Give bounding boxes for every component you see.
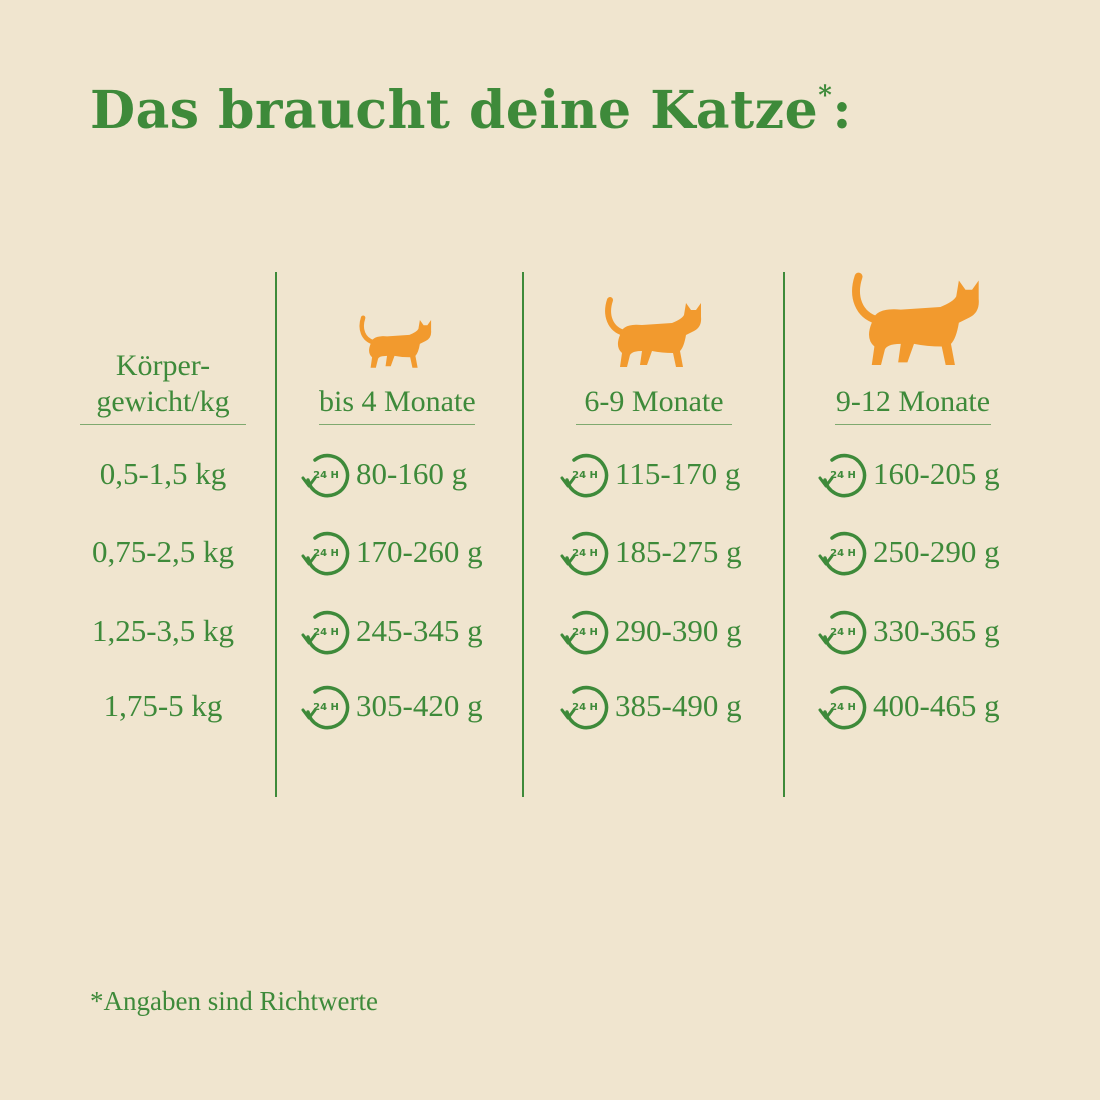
amount-cell: 115-170 g [615,456,741,491]
icon-ring [565,453,609,498]
row-header-line: Körper- [115,349,211,382]
title-asterisk: * [818,81,833,111]
weight-cell: 0,75-2,5 kg [91,534,235,569]
icon-label: 24 H [313,627,339,638]
icon-ring [306,531,350,576]
icon-ring [306,453,350,498]
icon-arrow [818,633,834,645]
daily-icon: 24 H [301,531,350,576]
daily-icon: 24 H [818,531,867,576]
daily-icon: 24 H [818,453,867,498]
daily-icon: 24 H [560,610,609,655]
icon-ring [823,610,867,655]
icon-arrow [301,708,317,720]
weight-cell: 1,25-3,5 kg [91,613,235,648]
amount-cell: 305-420 g [356,688,483,723]
icon-arrow [818,708,834,720]
daily-icon: 24 H [560,453,609,498]
divider [522,272,524,797]
daily-icon: 24 H [818,610,867,655]
amount-cell: 250-290 g [873,534,1000,569]
icon-ring [306,610,350,655]
amount-cell: 290-390 g [615,613,742,648]
icon-label: 24 H [313,702,339,713]
row-header-line: gewicht/kg [96,385,230,418]
cat-icon-small [357,314,432,370]
cat-icon-medium [602,295,702,370]
amount-cell: 245-345 g [356,613,483,648]
icon-label: 24 H [830,548,856,559]
amount-cell: 160-205 g [873,456,1000,491]
amount-cell: 80-160 g [356,456,468,491]
daily-icon: 24 H [301,453,350,498]
weight-cell: 0,5-1,5 kg [99,456,227,491]
icon-ring [823,453,867,498]
row-header: Körper-gewicht/kg [80,348,246,425]
icon-label: 24 H [572,702,598,713]
column-header: 6-9 Monate [576,384,732,425]
icon-ring [306,685,350,730]
icon-label: 24 H [313,548,339,559]
icon-label: 24 H [313,470,339,481]
icon-ring [565,610,609,655]
amount-cell: 330-365 g [873,613,1000,648]
weight-cell: 1,75-5 kg [103,688,223,723]
icon-label: 24 H [830,470,856,481]
icon-label: 24 H [572,470,598,481]
daily-icon: 24 H [301,685,350,730]
icon-arrow [560,476,576,488]
icon-arrow [301,633,317,645]
icon-label: 24 H [830,627,856,638]
amount-cell: 170-260 g [356,534,483,569]
amount-cell: 400-465 g [873,688,1000,723]
icon-arrow [818,476,834,488]
daily-icon: 24 H [818,685,867,730]
icon-label: 24 H [830,702,856,713]
icon-arrow [301,476,317,488]
icon-ring [823,531,867,576]
cat-icon-large [848,270,980,369]
amount-cell: 385-490 g [615,688,742,723]
divider [783,272,785,797]
icon-arrow [818,554,834,566]
icon-arrow [301,554,317,566]
column-header: bis 4 Monate [319,384,476,425]
title-text: Das braucht deine Katze [90,80,819,141]
icon-arrow [560,554,576,566]
amount-cell: 185-275 g [615,534,742,569]
daily-icon: 24 H [560,685,609,730]
icon-arrow [560,633,576,645]
icon-ring [823,685,867,730]
footnote: *Angaben sind Richtwerte [90,986,378,1016]
daily-icon: 24 H [560,531,609,576]
icon-label: 24 H [572,548,598,559]
title-colon: : [832,80,853,141]
column-header: 9-12 Monate [835,384,991,425]
icon-arrow [560,708,576,720]
icon-ring [565,685,609,730]
icon-ring [565,531,609,576]
divider [275,272,277,797]
daily-icon: 24 H [301,610,350,655]
icon-label: 24 H [572,627,598,638]
title: Das braucht deine Katze*: [90,80,852,141]
